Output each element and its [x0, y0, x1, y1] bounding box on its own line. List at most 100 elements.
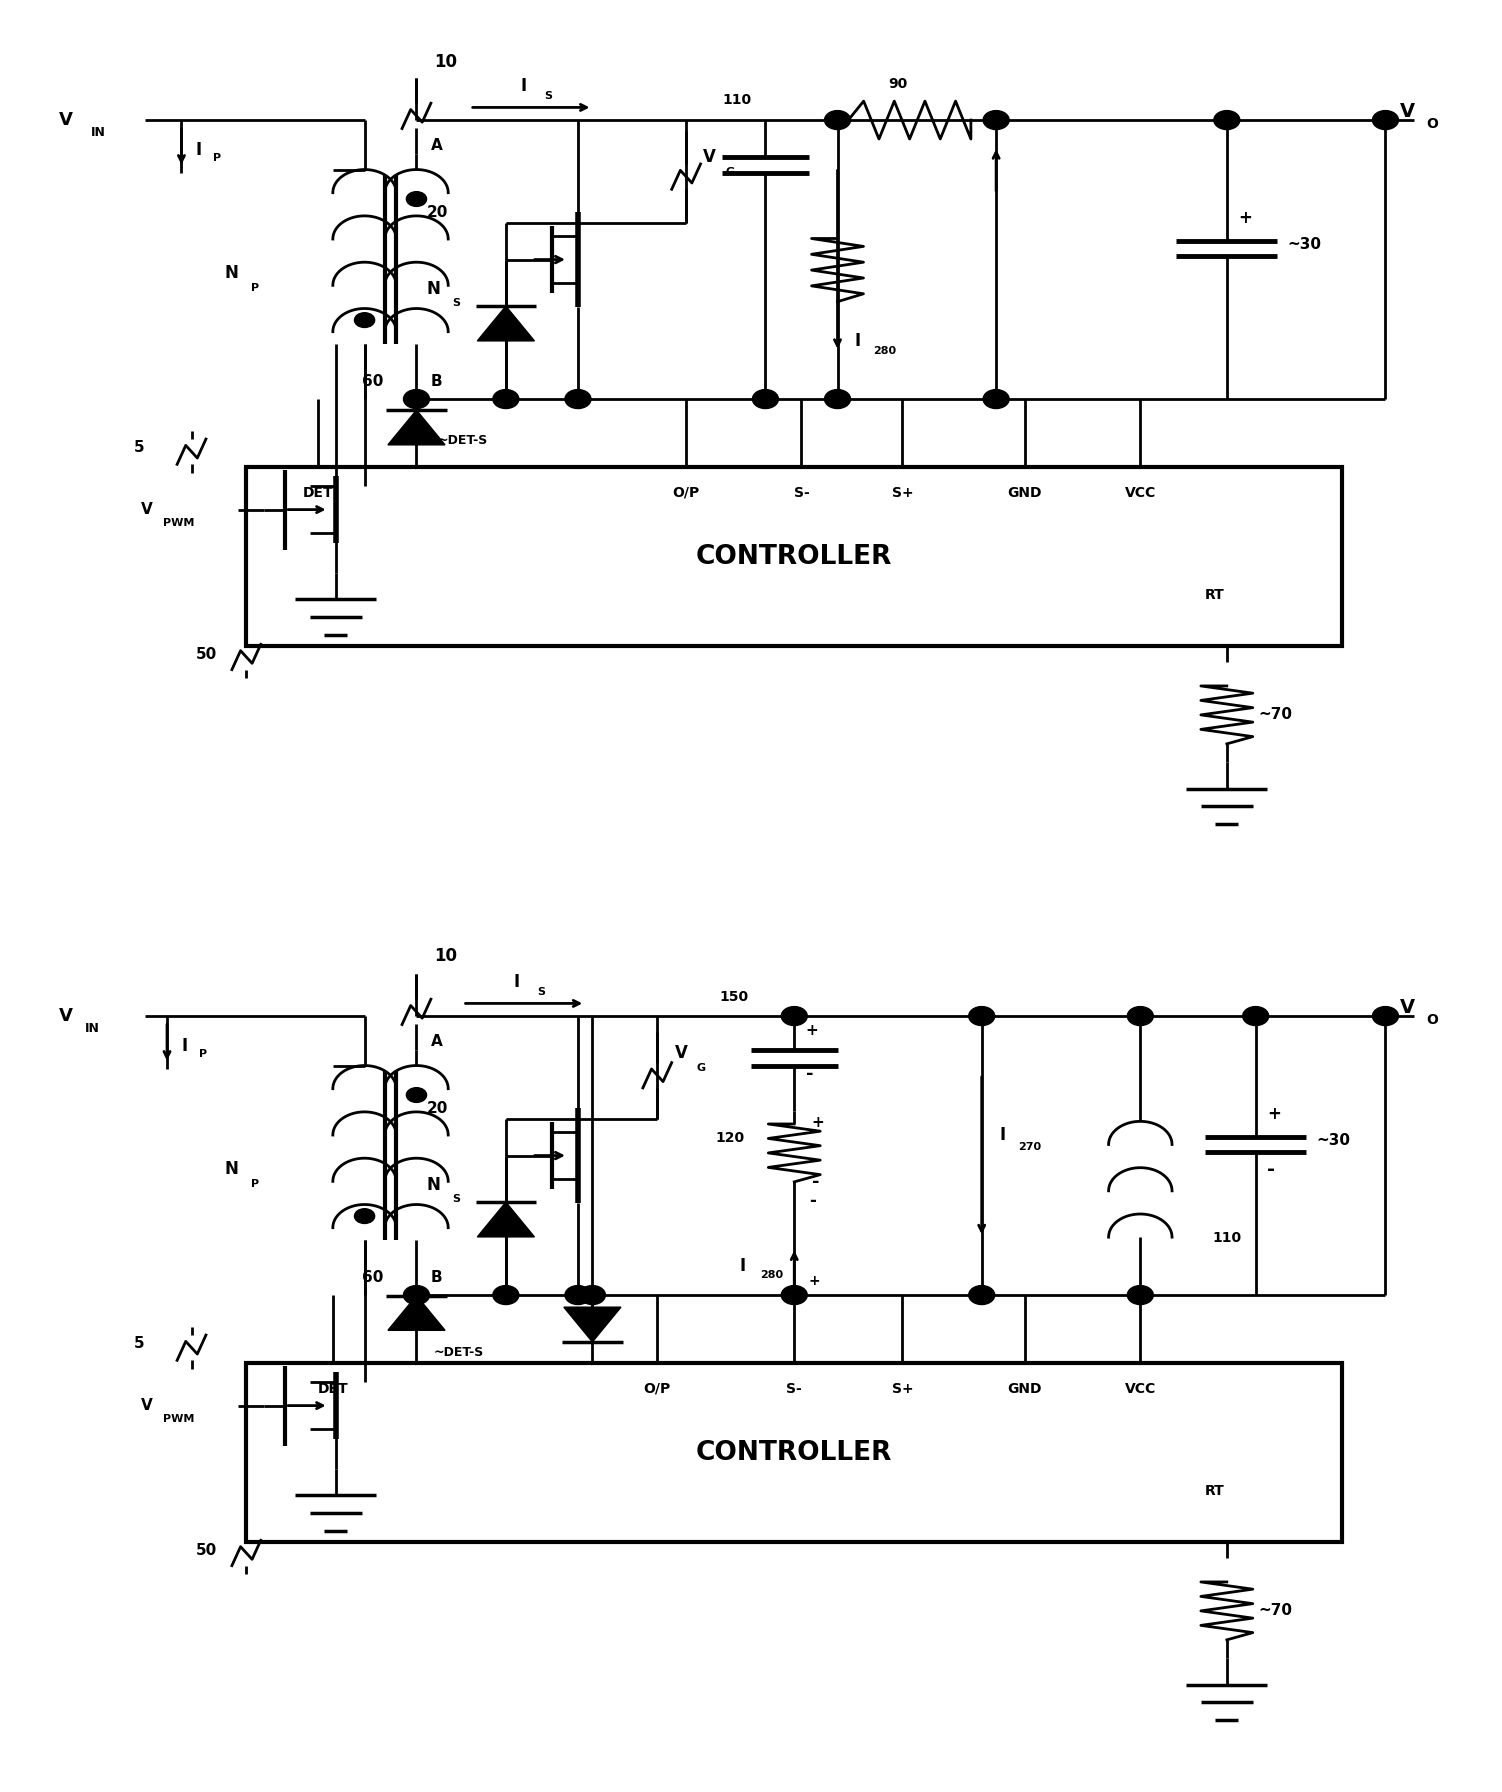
Text: 5: 5 — [134, 1335, 144, 1351]
Text: B: B — [431, 1271, 443, 1285]
Text: V: V — [674, 1045, 688, 1063]
Circle shape — [493, 389, 518, 409]
Text: RT: RT — [1205, 1484, 1226, 1498]
Text: P: P — [251, 1179, 258, 1188]
Text: DET: DET — [317, 1382, 348, 1396]
Text: 10: 10 — [434, 54, 457, 72]
Text: P: P — [198, 1048, 207, 1059]
Text: O/P: O/P — [644, 1382, 671, 1396]
Circle shape — [984, 389, 1009, 409]
Circle shape — [825, 111, 850, 129]
Circle shape — [565, 1285, 590, 1305]
Text: I: I — [999, 1125, 1005, 1143]
Circle shape — [1373, 1007, 1398, 1025]
Text: ~70: ~70 — [1259, 708, 1293, 722]
Text: ~DET-S: ~DET-S — [434, 1346, 484, 1358]
Circle shape — [1242, 1007, 1269, 1025]
Text: 20: 20 — [427, 1102, 448, 1116]
Text: CONTROLLER: CONTROLLER — [695, 545, 892, 570]
Text: 280: 280 — [874, 346, 897, 355]
Polygon shape — [388, 410, 445, 444]
Text: I: I — [521, 77, 527, 95]
Text: S: S — [536, 987, 545, 996]
Text: V: V — [59, 111, 72, 129]
Text: S: S — [452, 1195, 461, 1204]
Circle shape — [580, 1285, 605, 1305]
Text: VCC: VCC — [1125, 1382, 1157, 1396]
Text: P: P — [213, 152, 221, 163]
Polygon shape — [388, 1296, 445, 1330]
Text: V: V — [703, 149, 716, 167]
Text: O: O — [1425, 116, 1437, 131]
Polygon shape — [478, 1202, 535, 1236]
Circle shape — [825, 389, 850, 409]
Text: 110: 110 — [1212, 1231, 1242, 1245]
Text: A: A — [431, 138, 443, 152]
Text: +: + — [811, 1115, 825, 1129]
Text: 280: 280 — [760, 1271, 783, 1279]
Text: 20: 20 — [427, 206, 448, 220]
Text: -: - — [811, 1172, 819, 1190]
Circle shape — [354, 314, 374, 328]
Text: S: S — [544, 91, 553, 100]
Text: N: N — [427, 1176, 440, 1193]
Text: 60: 60 — [362, 1271, 383, 1285]
Text: A: A — [431, 1034, 443, 1048]
Polygon shape — [478, 306, 535, 340]
Text: 110: 110 — [722, 93, 751, 108]
Circle shape — [781, 1285, 807, 1305]
Text: -: - — [805, 1064, 813, 1082]
Circle shape — [354, 1210, 374, 1224]
Text: -: - — [1268, 1159, 1275, 1179]
Bar — [246, 468, 1343, 647]
Text: ~70: ~70 — [1259, 1604, 1293, 1618]
Text: GND: GND — [1008, 486, 1042, 500]
Text: 50: 50 — [195, 647, 218, 661]
Text: B: B — [431, 375, 443, 389]
Text: -: - — [808, 1192, 816, 1210]
Text: V: V — [59, 1007, 72, 1025]
Text: S+: S+ — [892, 1382, 913, 1396]
Text: V: V — [1400, 998, 1415, 1018]
Circle shape — [407, 192, 427, 206]
Text: O: O — [1425, 1012, 1437, 1027]
Circle shape — [1214, 111, 1239, 129]
Polygon shape — [563, 1306, 620, 1342]
Text: I: I — [855, 332, 861, 349]
Circle shape — [1128, 1007, 1154, 1025]
Circle shape — [969, 1007, 994, 1025]
Text: CONTROLLER: CONTROLLER — [695, 1441, 892, 1466]
Text: 5: 5 — [134, 439, 144, 455]
Text: I: I — [514, 973, 520, 991]
Text: 50: 50 — [195, 1543, 218, 1557]
Text: DET: DET — [303, 486, 333, 500]
Circle shape — [969, 1285, 994, 1305]
Circle shape — [1373, 111, 1398, 129]
Text: 270: 270 — [1018, 1142, 1041, 1152]
Text: S: S — [452, 299, 461, 308]
Text: S-: S- — [793, 486, 810, 500]
Text: PWM: PWM — [162, 518, 194, 529]
Text: I: I — [182, 1036, 188, 1054]
Text: O/P: O/P — [673, 486, 700, 500]
Text: VCC: VCC — [1125, 486, 1157, 500]
Circle shape — [565, 389, 590, 409]
Text: +: + — [805, 1023, 819, 1038]
Text: GND: GND — [1008, 1382, 1042, 1396]
Text: V: V — [141, 1398, 153, 1414]
Text: IN: IN — [84, 1021, 99, 1036]
Text: P: P — [251, 283, 258, 292]
Text: PWM: PWM — [162, 1414, 194, 1425]
Text: +: + — [808, 1274, 820, 1287]
Text: S+: S+ — [892, 486, 913, 500]
Text: V: V — [141, 502, 153, 518]
Circle shape — [493, 1285, 518, 1305]
Text: 10: 10 — [434, 948, 457, 966]
Text: 90: 90 — [888, 77, 907, 91]
Text: IN: IN — [90, 125, 105, 140]
Text: ~DET-S: ~DET-S — [439, 434, 488, 446]
Circle shape — [407, 1088, 427, 1102]
Bar — [246, 1364, 1343, 1543]
Text: N: N — [225, 1159, 239, 1177]
Text: +: + — [1268, 1104, 1281, 1124]
